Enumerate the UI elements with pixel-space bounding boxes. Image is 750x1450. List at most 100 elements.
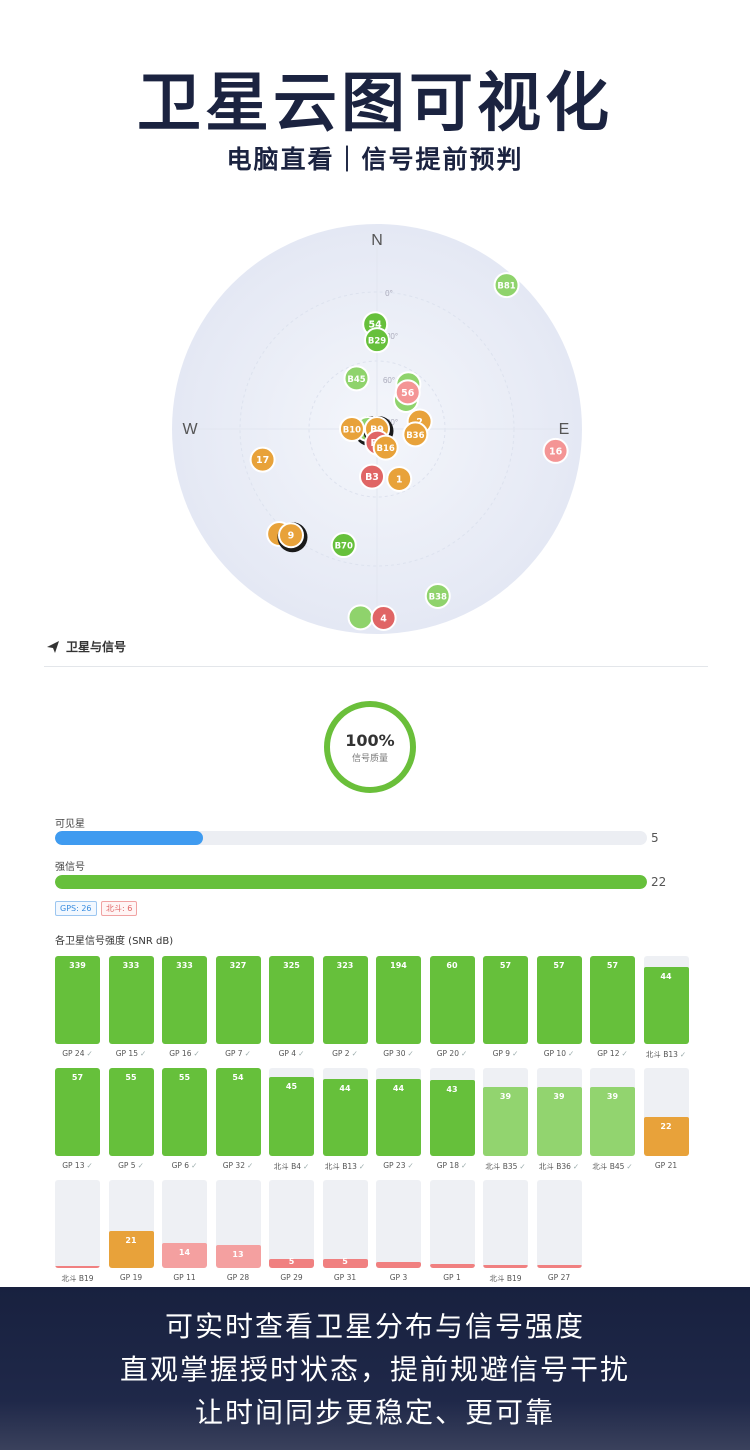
satellite-marker[interactable]: B38 [424,582,451,609]
snr-bar-fill [269,956,314,1044]
satellite-marker[interactable] [347,604,374,631]
satellite-marker[interactable]: B3 [359,463,386,490]
snr-bar[interactable]: 5 GP 29 [269,1180,314,1282]
snr-bar[interactable]: 57 GP 9 ✓ [483,956,528,1058]
snr-bar-track: 339 [55,956,100,1044]
snr-bar[interactable]: 54 GP 32 ✓ [215,1068,261,1170]
snr-bar-label: GP 11 [173,1273,196,1282]
satellite-marker[interactable]: B36 [402,421,429,448]
hero-subtitle: 电脑直看｜信号提前预判 [226,145,524,174]
snr-bar-label: GP 29 [280,1273,303,1282]
satellite-label: B16 [377,444,395,454]
snr-bar[interactable]: GP 27 [536,1180,582,1282]
snr-bar-value: 55 [178,1073,191,1082]
snr-bar[interactable]: 60 GP 20 ✓ [429,956,475,1058]
panel-heading: 卫星与信号 [44,638,708,667]
signal-quality-ring: 100% 信号质量 [324,701,416,793]
satellite-label: 16 [549,446,563,457]
satellite-dot [338,416,365,442]
snr-bar[interactable]: 325 GP 4 ✓ [269,956,314,1058]
satellite-marker[interactable]: 4 [370,604,397,631]
satellite-marker[interactable]: B16 [372,434,399,461]
satellite-marker[interactable]: B70 [330,532,357,559]
satellite-marker[interactable]: 56 [394,379,421,406]
snr-bar[interactable]: 22 GP 21 [643,1068,689,1170]
satellite-marker[interactable]: 1 [386,465,413,492]
snr-bar-label: 北斗 B13 ✓ [645,1050,687,1059]
snr-bar[interactable]: 194 GP 30 ✓ [376,956,421,1058]
satellite-marker[interactable]: B29 [364,327,390,354]
footer-line-1: 可实时查看卫星分布与信号强度 [164,1310,585,1343]
snr-bar[interactable]: 339 GP 24 ✓ [55,956,100,1058]
snr-bar-track: 194 [376,956,421,1044]
snr-bar[interactable]: 55 GP 6 ✓ [162,1068,207,1170]
snr-bar[interactable]: 43 GP 18 ✓ [429,1068,475,1170]
satellite-label: 54 [369,320,383,331]
snr-bar-label: 北斗 B19 [61,1274,94,1283]
snr-bar[interactable]: 323 GP 2 ✓ [322,956,368,1058]
snr-bar[interactable]: 327 GP 7 ✓ [215,956,261,1058]
snr-bar-value: 327 [229,961,247,970]
snr-bar[interactable]: 57 GP 12 ✓ [590,956,635,1058]
hero-title: 卫星云图可视化 [137,67,613,141]
snr-bar[interactable]: 333 GP 15 ✓ [108,956,154,1058]
snr-bar-value: 21 [125,1236,137,1246]
snr-bar-label: GP 32 ✓ [222,1161,254,1170]
snr-bar[interactable]: 13 GP 28 [215,1180,261,1282]
satellite-marker[interactable]: B10 [338,416,365,442]
snr-bar-track: 5 [322,1180,368,1268]
snr-bar-value: 13 [232,1250,244,1260]
snr-bar[interactable]: 39 北斗 B36 ✓ [536,1068,582,1172]
ring-label: 30° [386,332,398,341]
satellite-marker[interactable]: 17 [249,446,276,473]
snr-bar[interactable]: 39 北斗 B35 ✓ [483,1068,528,1172]
snr-bar-track: 57 [483,956,528,1044]
snr-bar[interactable]: 57 GP 10 ✓ [536,956,582,1058]
snr-bar[interactable]: 55 GP 5 ✓ [108,1068,154,1170]
snr-bar-fill [215,1245,261,1268]
snr-bar-track: 60 [429,956,475,1044]
check-icon: ✓ [460,1049,468,1058]
snr-bar-value: 5 [342,1257,348,1266]
check-icon: ✓ [407,1049,414,1058]
snr-bar[interactable]: 5 GP 31 [322,1180,368,1282]
snr-bar-label: GP 1 [443,1273,461,1282]
snr-bar[interactable]: GP 1 [429,1180,475,1282]
signal-quality-caption: 信号质量 [351,754,388,764]
snr-bar[interactable]: 333 GP 16 ✓ [162,956,207,1058]
snr-bar[interactable]: 44 北斗 B13 ✓ [643,956,689,1060]
satellite-dot [372,434,399,461]
satellite-marker[interactable]: 9 [277,522,308,553]
snr-bar[interactable]: 39 北斗 B45 ✓ [590,1068,635,1172]
snr-bar[interactable]: 44 GP 23 ✓ [376,1068,421,1170]
check-icon: ✓ [137,1161,144,1170]
satellite-marker[interactable]: B45 [343,365,370,392]
snr-bar-label: GP 12 ✓ [597,1049,628,1058]
snr-bar-fill [376,956,421,1044]
snr-bar[interactable]: 北斗 B19 [483,1180,528,1284]
snr-bar[interactable]: 14 GP 11 [162,1180,207,1282]
strong-signal-bar [55,875,647,889]
satellite-marker[interactable]: 16 [542,437,569,464]
snr-bar[interactable]: 44 北斗 B13 ✓ [322,1068,368,1172]
snr-bar-label: GP 23 ✓ [383,1161,414,1170]
strong-signal-label: 强信号 [55,862,85,873]
check-icon: ✓ [351,1049,358,1058]
satellite-marker[interactable]: B81 [493,272,520,299]
snr-bar-fill [215,956,261,1044]
snr-bar[interactable]: 57 GP 13 ✓ [55,1068,100,1170]
check-icon: ✓ [139,1049,147,1058]
snr-bar-track: 333 [108,956,154,1044]
snr-bar-label: 北斗 B4 ✓ [273,1162,310,1171]
snr-bar[interactable]: 21 GP 19 [108,1180,154,1282]
snr-bar[interactable]: 45 北斗 B4 ✓ [269,1068,314,1172]
check-icon: ✓ [298,1049,305,1058]
snr-bar-value: 44 [339,1083,351,1093]
snr-bar-value: 5 [288,1257,295,1266]
snr-bar-label: GP 5 ✓ [118,1161,144,1170]
snr-bar-value: 39 [553,1092,565,1102]
snr-bar[interactable]: 北斗 B19 [55,1180,100,1284]
snr-bar-label: GP 3 [389,1273,408,1282]
snr-bar[interactable]: GP 3 [376,1180,421,1282]
snr-bar-track [55,1180,100,1268]
